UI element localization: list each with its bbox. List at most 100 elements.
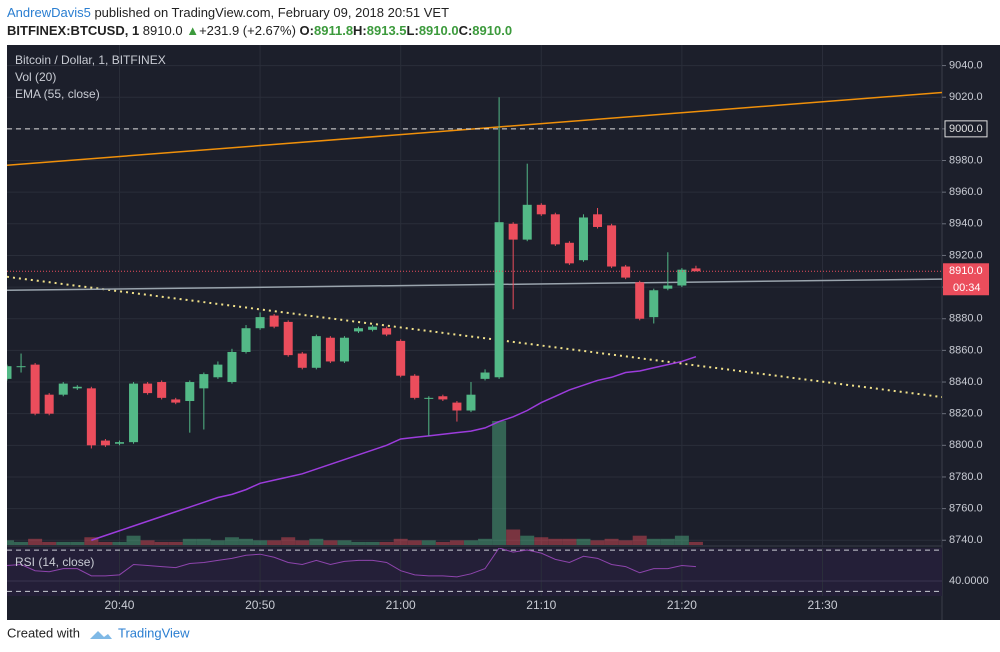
arrow: ▲	[186, 23, 200, 38]
symbol: BITFINEX:BTCUSD, 1	[7, 23, 140, 38]
trend-line	[7, 278, 942, 292]
volume-bar	[478, 538, 493, 545]
candle-body	[368, 326, 378, 330]
candle-body	[677, 269, 687, 286]
last-price-box	[943, 263, 989, 296]
candle-body	[16, 366, 26, 368]
volume-bar	[337, 540, 352, 545]
footer-brand[interactable]: TradingView	[118, 625, 190, 640]
rsi-background	[7, 548, 942, 596]
candle-body	[663, 285, 673, 289]
published: published on TradingView.com, February 0…	[94, 5, 450, 20]
volume-bar	[351, 541, 366, 545]
volume-bar	[224, 537, 239, 545]
chart-background	[7, 45, 1000, 620]
volume-bar	[548, 538, 563, 545]
volume-bar	[632, 535, 647, 545]
volume-bar	[42, 541, 57, 545]
y-tick-label: 8800.0	[949, 439, 983, 451]
candle-body	[255, 317, 265, 329]
volume-bar	[253, 540, 268, 545]
ohlc-key: O:	[299, 23, 314, 38]
volume-bar	[309, 538, 324, 545]
candle-body	[58, 383, 68, 395]
trend-line	[7, 91, 942, 167]
volume-bar	[435, 541, 450, 545]
user[interactable]: AndrewDavis5	[7, 5, 91, 20]
candle-body	[44, 394, 54, 414]
y-tick-label: 8820.0	[949, 408, 983, 420]
candle-body	[213, 364, 223, 378]
footer-created: Created with	[7, 625, 80, 640]
candle-body	[494, 222, 504, 378]
candle-body	[382, 328, 392, 335]
volume-bar	[534, 537, 549, 545]
volume-bar	[449, 540, 464, 545]
ohlc-value: 8910.0	[418, 23, 459, 38]
volume-bar	[646, 538, 661, 545]
y-tick-label: 8920.0	[949, 249, 983, 261]
volume-bar	[210, 540, 225, 545]
candle-body	[396, 340, 406, 376]
rsi-tick-label: 40.0000	[949, 575, 989, 587]
candle-body	[649, 290, 659, 318]
volume-bar	[7, 540, 14, 545]
logo	[90, 631, 112, 639]
candle-body	[593, 214, 603, 227]
candle-body	[129, 383, 139, 443]
candle-body	[283, 321, 293, 356]
volume-bar	[506, 529, 521, 545]
volume-bar	[168, 541, 183, 545]
volume-bar	[70, 541, 85, 545]
countdown: 00:34	[953, 282, 981, 294]
candle-body	[578, 217, 588, 261]
volume-bar	[28, 538, 43, 545]
y-tick-label: 8760.0	[949, 503, 983, 515]
candle-body	[621, 266, 631, 278]
volume-bar	[379, 541, 394, 545]
volume-bar	[520, 535, 535, 545]
volume-bar	[126, 535, 141, 545]
candle-body	[607, 225, 617, 267]
y-tick-label: 9020.0	[949, 91, 983, 103]
y-tick-label: 8980.0	[949, 154, 983, 166]
candle-body	[185, 382, 195, 402]
x-tick-label: 21:10	[526, 598, 556, 612]
candle-body	[452, 402, 462, 411]
volume-bar	[492, 421, 507, 545]
candle-body	[72, 386, 82, 389]
candle-body	[410, 375, 420, 398]
y-tick-label: 8960.0	[949, 186, 983, 198]
volume-bar	[267, 540, 282, 545]
ohlc-value: 8910.0	[472, 23, 513, 38]
candle-body	[635, 282, 645, 319]
ticker-line: BITFINEX:BTCUSD, 1 8910.0 ▲+231.9 (+2.67…	[7, 23, 512, 38]
candle-body	[241, 328, 251, 352]
volume-bar	[421, 540, 436, 545]
volume-bar	[154, 541, 169, 545]
volume-bar	[239, 538, 254, 545]
volume-bar	[576, 538, 591, 545]
candle-body	[227, 351, 237, 383]
candle-body	[522, 204, 532, 240]
volume-bar	[84, 537, 99, 545]
x-tick-label: 20:50	[245, 598, 275, 612]
candle-body	[438, 396, 448, 400]
candle-body	[297, 353, 307, 368]
ohlc-key: C:	[458, 23, 473, 38]
ohlc-value: 8911.8	[314, 23, 354, 38]
y-tick-label: 8880.0	[949, 313, 983, 325]
candle-body	[269, 315, 279, 327]
x-tick-label: 20:40	[104, 598, 134, 612]
x-tick-label: 21:30	[807, 598, 837, 612]
volume-bar	[407, 540, 422, 545]
volume-bar	[618, 540, 633, 545]
rsi-line	[7, 548, 696, 578]
header-line: AndrewDavis5 published on TradingView.co…	[7, 5, 449, 20]
candle-body	[564, 242, 574, 264]
candle-body	[199, 374, 209, 389]
candle-body	[114, 442, 124, 444]
volume-bar	[590, 540, 605, 545]
y-tick-label: 8840.0	[949, 376, 983, 388]
